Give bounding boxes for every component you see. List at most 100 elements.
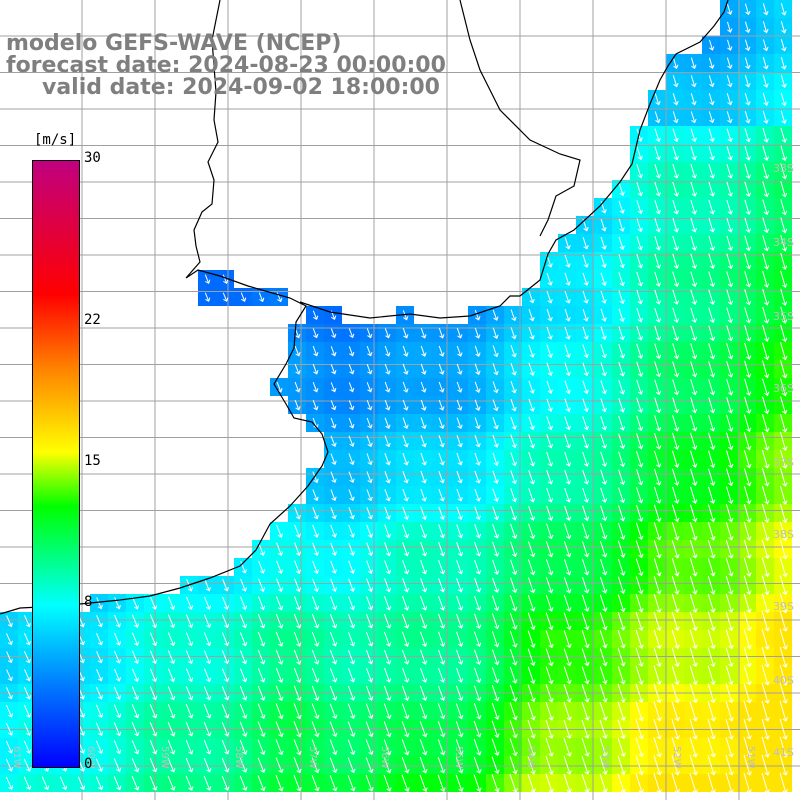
wind-arrow bbox=[708, 75, 715, 88]
wind-arrow bbox=[132, 596, 139, 610]
wind-arrow bbox=[762, 342, 770, 361]
wind-arrow bbox=[744, 145, 751, 161]
wind-arrow bbox=[779, 503, 788, 524]
wind-arrow bbox=[185, 775, 194, 791]
wind-arrow bbox=[222, 274, 229, 285]
wind-arrow bbox=[635, 647, 644, 667]
wind-arrow bbox=[600, 326, 607, 341]
wind-arrow bbox=[5, 704, 14, 718]
wind-arrow bbox=[743, 700, 752, 722]
wind-arrow bbox=[744, 75, 751, 88]
wind-arrow bbox=[6, 651, 13, 664]
wind-arrow bbox=[510, 416, 517, 430]
wind-arrow bbox=[420, 649, 428, 665]
wind-arrow bbox=[725, 665, 734, 686]
wind-arrow bbox=[727, 21, 733, 33]
colorbar-unit: [m/s] bbox=[34, 132, 77, 148]
wind-arrow bbox=[743, 557, 752, 577]
wind-arrow bbox=[744, 253, 752, 270]
wind-arrow bbox=[726, 360, 734, 378]
wind-arrow bbox=[689, 522, 698, 541]
wind-arrow bbox=[617, 648, 626, 667]
wind-arrow bbox=[546, 309, 553, 322]
wind-arrow bbox=[672, 181, 680, 197]
wind-arrow bbox=[384, 399, 391, 411]
colorbar-tick-label: 0 bbox=[84, 756, 93, 772]
wind-arrow bbox=[780, 74, 787, 88]
wind-arrow bbox=[330, 417, 337, 429]
wind-arrow bbox=[96, 633, 103, 646]
wind-arrow bbox=[545, 630, 554, 649]
wind-arrow bbox=[221, 739, 230, 755]
wind-arrow bbox=[690, 379, 698, 396]
wind-arrow bbox=[131, 722, 140, 737]
wind-arrow bbox=[149, 775, 158, 791]
wind-arrow bbox=[384, 345, 391, 357]
wind-arrow bbox=[600, 559, 608, 576]
wind-arrow bbox=[474, 452, 481, 466]
wind-arrow bbox=[203, 650, 212, 665]
wind-arrow bbox=[707, 737, 716, 758]
wind-arrow bbox=[779, 754, 788, 776]
wind-arrow bbox=[726, 486, 734, 505]
wind-arrow bbox=[636, 415, 644, 432]
wind-arrow bbox=[762, 270, 770, 288]
wind-arrow bbox=[672, 468, 680, 486]
wind-arrow bbox=[312, 578, 320, 593]
wind-arrow bbox=[617, 719, 626, 740]
wind-arrow bbox=[456, 399, 463, 411]
wind-arrow bbox=[708, 379, 716, 396]
wind-arrow bbox=[653, 611, 662, 632]
wind-arrow bbox=[149, 740, 158, 755]
wind-arrow bbox=[527, 755, 536, 775]
wind-arrow bbox=[779, 521, 788, 542]
wind-arrow bbox=[672, 415, 680, 432]
wind-arrow bbox=[545, 666, 554, 685]
wind-arrow bbox=[653, 772, 662, 794]
wind-arrow bbox=[257, 757, 266, 774]
wind-arrow bbox=[95, 722, 104, 737]
wind-arrow bbox=[312, 507, 319, 520]
wind-arrow bbox=[509, 756, 518, 775]
wind-arrow bbox=[654, 271, 662, 287]
wind-arrow bbox=[257, 739, 266, 756]
wind-arrow bbox=[780, 21, 787, 34]
wind-arrow bbox=[456, 363, 463, 375]
wind-arrow bbox=[726, 128, 733, 143]
wind-arrow bbox=[743, 736, 752, 758]
wind-arrow bbox=[59, 776, 68, 791]
wind-arrow bbox=[438, 399, 445, 411]
wind-arrow bbox=[329, 614, 338, 629]
wind-arrow bbox=[743, 450, 752, 469]
wind-arrow bbox=[240, 292, 247, 303]
wind-arrow bbox=[276, 381, 283, 393]
wind-arrow bbox=[239, 703, 248, 719]
wind-arrow bbox=[312, 542, 319, 556]
wind-arrow bbox=[239, 685, 248, 701]
wind-arrow bbox=[455, 757, 464, 774]
wind-arrow bbox=[653, 504, 662, 523]
wind-arrow bbox=[600, 308, 607, 322]
wind-arrow bbox=[599, 576, 608, 594]
wind-arrow bbox=[707, 701, 716, 722]
wind-arrow bbox=[257, 614, 266, 629]
wind-arrow bbox=[294, 596, 302, 611]
wind-arrow bbox=[114, 597, 121, 610]
wind-arrow bbox=[689, 737, 698, 758]
wind-arrow bbox=[762, 396, 770, 415]
wind-arrow bbox=[762, 199, 770, 216]
wind-arrow bbox=[185, 650, 194, 665]
wind-arrow bbox=[366, 382, 373, 393]
wind-arrow bbox=[348, 560, 355, 574]
wind-arrow bbox=[473, 631, 482, 648]
wind-arrow bbox=[366, 524, 373, 538]
wind-arrow bbox=[293, 739, 302, 756]
wind-arrow bbox=[744, 39, 751, 52]
wind-arrow bbox=[743, 665, 752, 686]
wind-arrow bbox=[509, 595, 518, 612]
wind-arrow bbox=[690, 289, 698, 305]
wind-arrow bbox=[383, 703, 392, 720]
wind-arrow bbox=[456, 631, 464, 647]
wind-arrow bbox=[438, 327, 445, 339]
